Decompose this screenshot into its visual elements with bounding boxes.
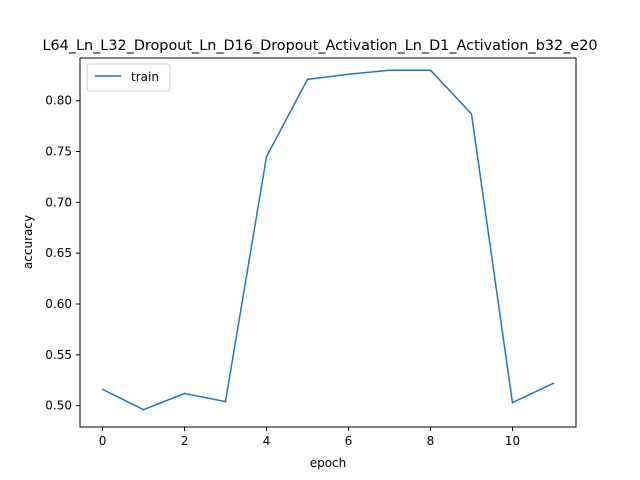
data-point-train: [388, 69, 391, 71]
data-point-train: [552, 382, 555, 385]
y-tick-label: 0.65: [45, 246, 72, 260]
data-point-train: [183, 392, 186, 395]
x-tick-label: 10: [505, 434, 520, 448]
x-axis: 0 2 4 6 8 10: [99, 427, 520, 448]
data-point-train: [101, 388, 104, 391]
legend: train: [86, 63, 171, 92]
data-point-train: [511, 401, 514, 404]
y-axis: 0.50 0.55 0.60 0.65 0.70 0.75 0.80: [45, 94, 80, 413]
plot-frame: [79, 57, 577, 428]
data-point-train: [142, 408, 145, 411]
x-tick-label: 0: [99, 434, 107, 448]
legend-box: [86, 63, 171, 92]
data-point-train: [470, 113, 473, 115]
y-tick-label: 0.50: [45, 399, 72, 413]
y-axis-label: accuracy: [21, 215, 35, 269]
y-tick-label: 0.55: [45, 348, 72, 362]
x-tick-label: 2: [181, 434, 189, 448]
data-point-train: [347, 73, 350, 76]
y-tick-label: 0.70: [45, 195, 72, 209]
data-point-train: [224, 400, 227, 403]
legend-label-train: train: [131, 70, 159, 84]
y-tick-label: 0.80: [45, 94, 72, 108]
series-layer: [101, 69, 555, 411]
x-axis-label: epoch: [310, 456, 347, 470]
x-tick-label: 6: [345, 434, 353, 448]
x-tick-label: 8: [427, 434, 435, 448]
data-point-train: [265, 155, 268, 158]
data-point-train: [306, 78, 309, 81]
series-line-train: [102, 69, 554, 411]
data-point-train: [429, 69, 432, 71]
y-tick-label: 0.60: [45, 297, 72, 311]
plot-area: [80, 58, 576, 427]
y-tick-label: 0.75: [45, 145, 72, 159]
chart-title: L64_Ln_L32_Dropout_Ln_D16_Dropout_Activa…: [42, 38, 597, 54]
x-tick-label: 4: [263, 434, 271, 448]
